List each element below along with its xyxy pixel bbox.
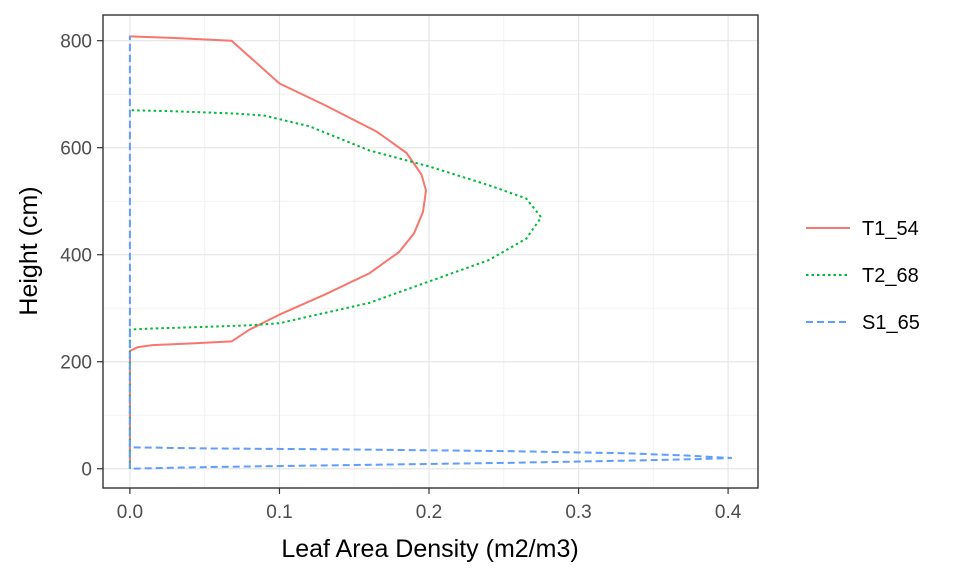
series-layer (128, 35, 733, 470)
minor-gridlines (103, 15, 758, 488)
y-tick-label: 600 (60, 139, 92, 160)
x-axis-ticks: 0.0 0.1 0.2 0.3 0.4 (117, 488, 742, 523)
legend-label-t1-54: T1_54 (862, 218, 919, 240)
x-tick-label: 0.3 (565, 502, 591, 523)
series-line-t2-68 (128, 109, 543, 469)
series-line-t1-54 (128, 35, 427, 469)
legend: T1_54 T2_68 S1_65 (806, 218, 920, 334)
x-axis-title: Leaf Area Density (m2/m3) (281, 535, 578, 563)
y-axis-title: Height (cm) (15, 186, 43, 315)
x-tick-label: 0.2 (416, 502, 442, 523)
series-line-s1-65 (128, 35, 733, 470)
plot-background (103, 15, 758, 488)
y-tick-label: 200 (60, 353, 92, 374)
major-gridlines (103, 15, 758, 488)
plot-border (102, 14, 759, 489)
y-tick-label: 0 (81, 460, 92, 481)
legend-label-s1-65: S1_65 (862, 312, 920, 334)
legend-label-t2-68: T2_68 (862, 265, 919, 287)
x-tick-label: 0.0 (117, 502, 143, 523)
y-axis-ticks: 0 200 400 600 800 (60, 32, 103, 481)
x-tick-label: 0.1 (266, 502, 292, 523)
y-tick-label: 400 (60, 246, 92, 267)
y-tick-label: 800 (60, 32, 92, 53)
x-tick-label: 0.4 (715, 502, 742, 523)
